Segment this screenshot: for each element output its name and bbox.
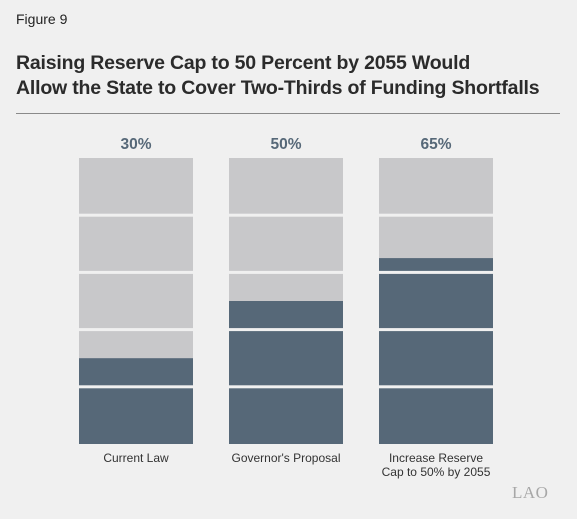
title-divider — [16, 113, 560, 114]
figure-label: Figure 9 — [16, 11, 68, 27]
category-label-3: Cap to 50% by 2055 — [382, 465, 491, 479]
bar-segment-divider — [79, 270, 193, 274]
chart-title: Raising Reserve Cap to 50 Percent by 205… — [16, 51, 566, 101]
chart-title-line-1: Raising Reserve Cap to 50 Percent by 205… — [16, 52, 471, 74]
bar-covered-3 — [379, 258, 493, 444]
data-label-1: 30% — [120, 136, 151, 153]
bar-segment-divider — [229, 213, 343, 217]
lao-logo: LAO — [512, 483, 549, 502]
bar-segment-divider — [79, 213, 193, 217]
data-label-3: 65% — [420, 136, 451, 153]
bar-segment-divider — [379, 328, 493, 332]
bar-segment-divider — [229, 328, 343, 332]
bar-covered-1 — [79, 358, 193, 444]
bar-segment-divider — [379, 385, 493, 389]
chart-title-line-2: Allow the State to Cover Two-Thirds of F… — [16, 77, 540, 99]
bar-segment-divider — [379, 270, 493, 274]
bar-covered-2 — [229, 301, 343, 444]
data-label-2: 50% — [270, 136, 301, 153]
category-label-1: Current Law — [103, 451, 169, 465]
bar-segment-divider — [79, 385, 193, 389]
bar-segment-divider — [379, 213, 493, 217]
category-label-2: Governor's Proposal — [231, 451, 340, 465]
bar-segment-divider — [79, 328, 193, 332]
bar-segment-divider — [229, 270, 343, 274]
category-label-3: Increase Reserve — [389, 451, 483, 465]
bar-segment-divider — [229, 385, 343, 389]
